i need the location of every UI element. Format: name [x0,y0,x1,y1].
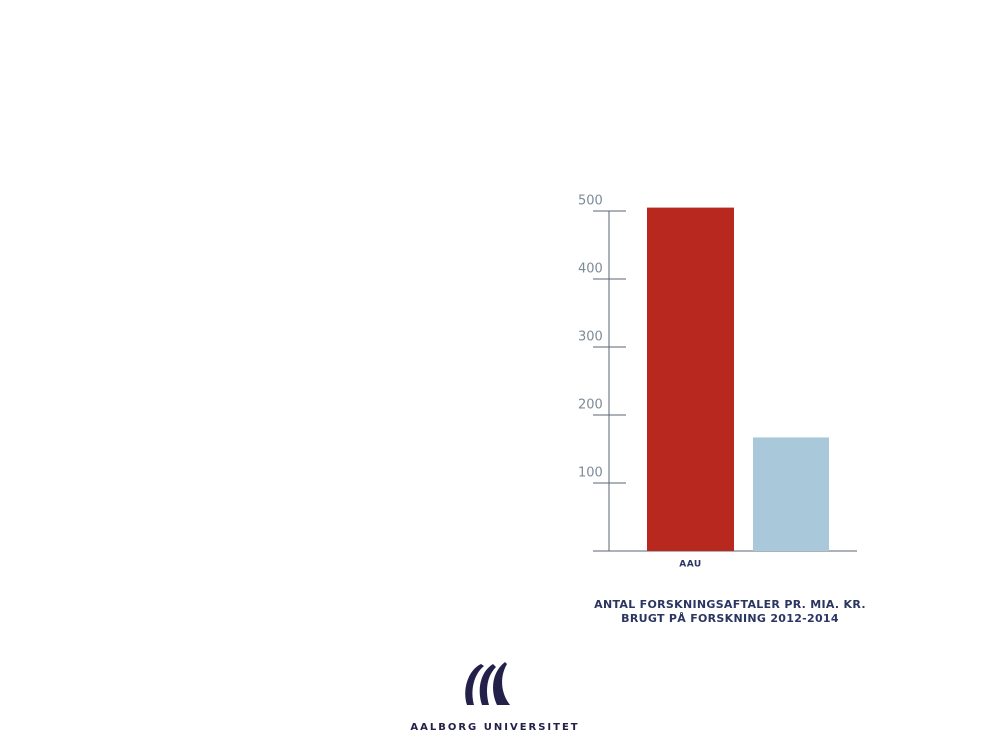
y-tick-label: 300 [578,330,603,345]
bar [647,207,734,551]
logo-mark [465,662,510,705]
x-tick-label: AAU [679,560,701,570]
y-tick-label: 200 [578,398,603,413]
chart-caption: ANTAL FORSKNINGSAFTALER PR. MIA. KR. BRU… [594,598,866,625]
bar [753,437,829,551]
y-tick-label: 500 [578,194,603,209]
logo-text: AALBORG UNIVERSITET [410,722,580,733]
y-tick-label: 100 [578,466,603,481]
y-tick-label: 400 [578,262,603,277]
